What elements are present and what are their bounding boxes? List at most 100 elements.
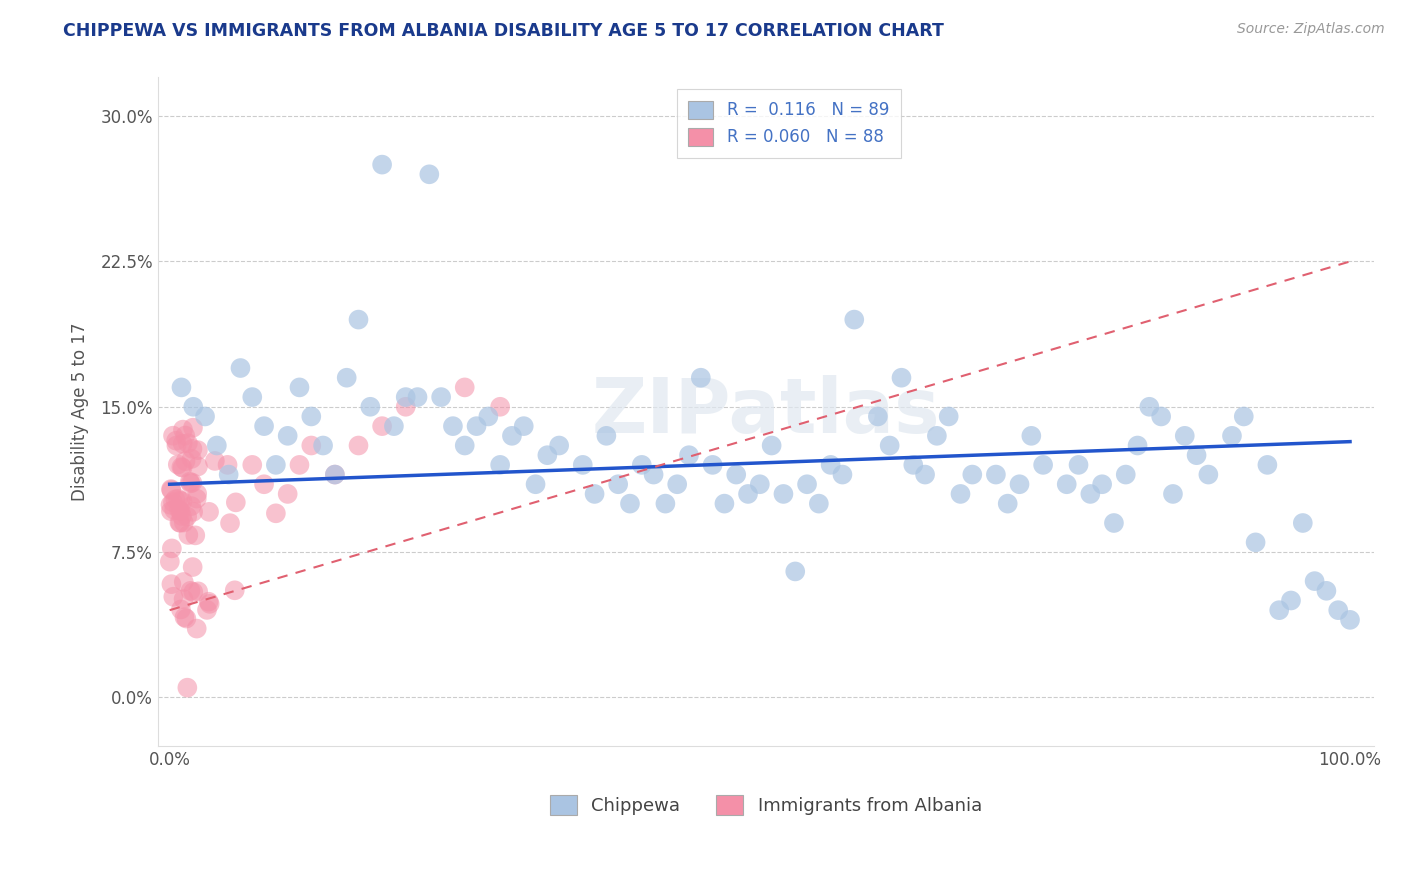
Point [160, 482, 183, 496]
Point [536, 448, 558, 462]
Point [1197, 467, 1219, 482]
Point [217, 458, 239, 472]
Point [785, 565, 807, 579]
Point [1174, 429, 1197, 443]
Point [181, 560, 204, 574]
Point [418, 167, 440, 181]
Point [643, 467, 665, 482]
Point [997, 497, 1019, 511]
Point [162, 590, 184, 604]
Point [176, 611, 198, 625]
Point [323, 467, 346, 482]
Point [748, 477, 770, 491]
Point [1233, 409, 1256, 424]
Point [395, 400, 418, 414]
Point [159, 498, 181, 512]
Point [595, 429, 617, 443]
Point [395, 390, 418, 404]
Point [179, 476, 201, 491]
Point [430, 390, 453, 404]
Point [173, 610, 195, 624]
Point [1292, 516, 1315, 530]
Point [198, 505, 221, 519]
Point [866, 409, 889, 424]
Point [713, 497, 735, 511]
Point [1137, 400, 1160, 414]
Point [159, 555, 181, 569]
Point [1102, 516, 1125, 530]
Point [219, 516, 242, 531]
Point [186, 491, 208, 506]
Point [949, 487, 972, 501]
Point [903, 458, 925, 472]
Point [181, 420, 204, 434]
Point [1150, 409, 1173, 424]
Point [264, 458, 287, 472]
Point [173, 516, 195, 530]
Point [630, 458, 652, 472]
Point [489, 458, 512, 472]
Point [253, 477, 276, 491]
Point [820, 458, 842, 472]
Point [169, 516, 191, 530]
Point [195, 603, 218, 617]
Point [1244, 535, 1267, 549]
Point [1256, 458, 1278, 472]
Point [382, 419, 405, 434]
Point [725, 467, 748, 482]
Point [1008, 477, 1031, 491]
Text: Source: ZipAtlas.com: Source: ZipAtlas.com [1237, 22, 1385, 37]
Point [619, 497, 641, 511]
Point [181, 442, 204, 456]
Point [187, 443, 209, 458]
Point [347, 312, 370, 326]
Point [194, 409, 217, 424]
Point [984, 467, 1007, 482]
Point [288, 458, 311, 472]
Point [1327, 603, 1350, 617]
Point [489, 400, 512, 414]
Point [1091, 477, 1114, 491]
Point [1078, 487, 1101, 501]
Point [173, 574, 195, 589]
Point [1279, 593, 1302, 607]
Point [1339, 613, 1361, 627]
Point [465, 419, 488, 434]
Point [186, 486, 208, 500]
Point [914, 467, 936, 482]
Point [160, 577, 183, 591]
Point [176, 509, 198, 524]
Point [548, 438, 571, 452]
Point [299, 438, 322, 452]
Point [477, 409, 499, 424]
Point [571, 458, 593, 472]
Point [204, 454, 226, 468]
Point [1021, 429, 1043, 443]
Point [277, 487, 299, 501]
Point [359, 400, 381, 414]
Point [179, 583, 201, 598]
Point [513, 419, 536, 434]
Point [180, 451, 202, 466]
Point [312, 438, 335, 452]
Point [172, 460, 194, 475]
Point [371, 158, 394, 172]
Legend: Chippewa, Immigrants from Albania: Chippewa, Immigrants from Albania [543, 789, 990, 822]
Point [218, 467, 240, 482]
Point [264, 506, 287, 520]
Point [925, 429, 948, 443]
Point [1315, 583, 1337, 598]
Point [1032, 458, 1054, 472]
Point [1268, 603, 1291, 617]
Point [173, 592, 195, 607]
Point [1067, 458, 1090, 472]
Point [454, 380, 477, 394]
Point [737, 487, 759, 501]
Point [347, 438, 370, 452]
Point [160, 483, 183, 498]
Point [176, 681, 198, 695]
Point [205, 438, 228, 452]
Point [441, 419, 464, 434]
Point [1220, 429, 1243, 443]
Point [181, 505, 204, 519]
